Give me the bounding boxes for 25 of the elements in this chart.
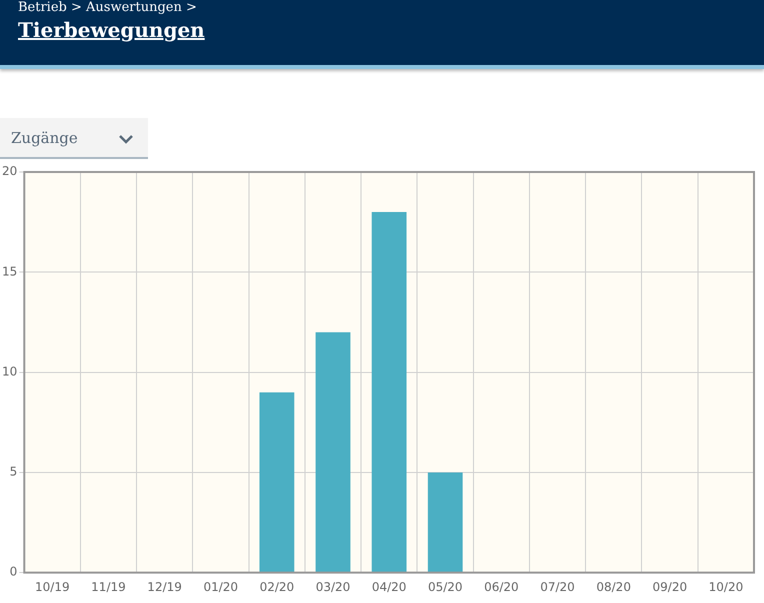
y-tick-label: 10 bbox=[2, 364, 18, 378]
y-tick-label: 15 bbox=[2, 264, 18, 278]
y-tick-label: 5 bbox=[10, 464, 18, 479]
bar bbox=[316, 332, 350, 572]
x-tick-label: 03/20 bbox=[316, 580, 350, 594]
x-tick-label: 10/19 bbox=[35, 580, 70, 594]
x-tick-label: 12/19 bbox=[147, 580, 182, 594]
x-tick-label: 08/20 bbox=[596, 580, 631, 594]
x-tick-label: 04/20 bbox=[372, 580, 406, 594]
bar bbox=[372, 212, 407, 572]
x-tick-label: 09/20 bbox=[652, 580, 688, 594]
y-tick-label: 0 bbox=[10, 564, 18, 579]
x-tick-label: 10/20 bbox=[708, 580, 744, 594]
x-tick-label: 05/20 bbox=[428, 580, 463, 594]
chart-title: Tierbewegungen bbox=[18, 18, 205, 42]
x-tick-label: 11/19 bbox=[91, 580, 126, 594]
x-tick-label: 07/20 bbox=[540, 580, 575, 594]
bar bbox=[428, 472, 463, 572]
text: Betrieb > Auswertungen > bbox=[18, 0, 197, 15]
x-tick-label: 02/20 bbox=[260, 580, 294, 594]
x-tick-label: 06/20 bbox=[484, 580, 519, 594]
y-tick-label: 20 bbox=[2, 164, 18, 178]
x-tick-label: 01/20 bbox=[203, 580, 238, 594]
bar bbox=[259, 392, 294, 572]
text: Zugänge bbox=[11, 129, 78, 147]
